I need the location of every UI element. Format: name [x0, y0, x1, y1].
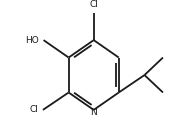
Text: Cl: Cl: [89, 0, 98, 9]
Text: N: N: [90, 108, 97, 117]
Text: HO: HO: [25, 36, 39, 45]
Text: Cl: Cl: [29, 105, 38, 114]
